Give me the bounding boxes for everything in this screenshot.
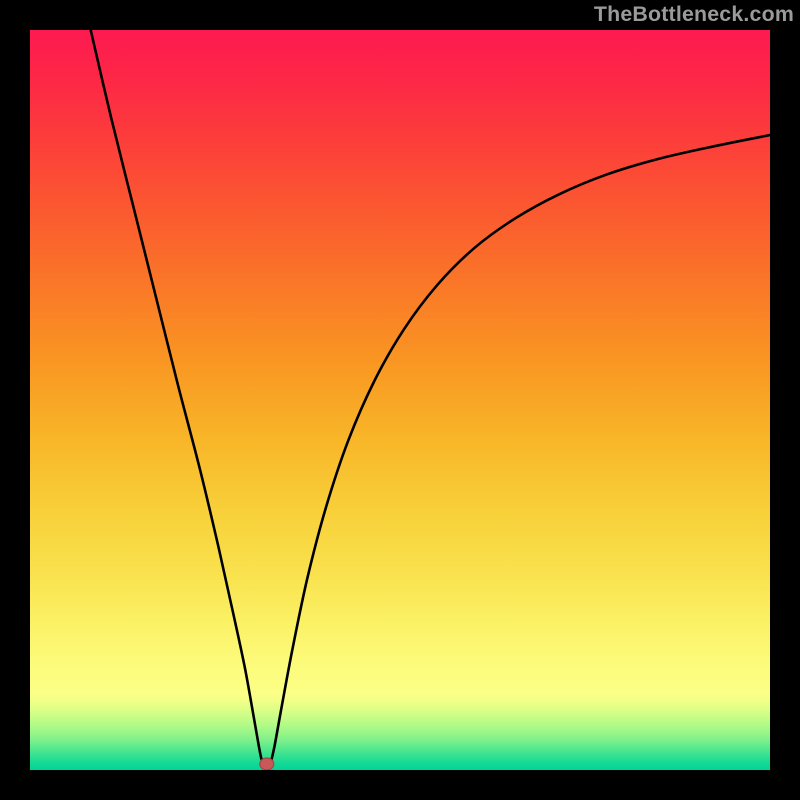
chart-svg bbox=[0, 0, 800, 800]
optimal-point-marker bbox=[260, 758, 274, 770]
watermark-text: TheBottleneck.com bbox=[594, 2, 794, 27]
chart-gradient-background bbox=[30, 30, 770, 770]
chart-stage: TheBottleneck.com bbox=[0, 0, 800, 800]
